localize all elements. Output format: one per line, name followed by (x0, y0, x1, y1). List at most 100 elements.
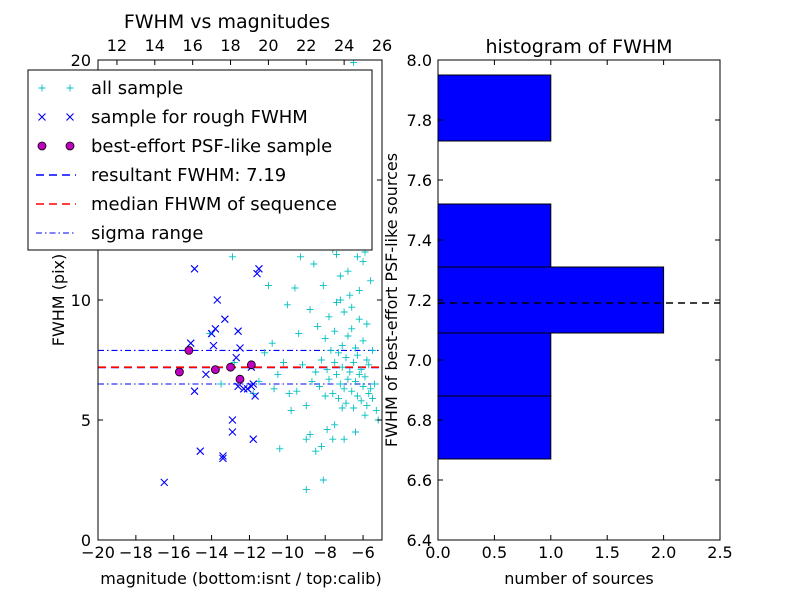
y-tick-label: 6.6 (407, 471, 432, 490)
rough-fwhm-point (239, 384, 248, 393)
all-sample-point (291, 284, 299, 292)
all-sample-point (319, 476, 327, 484)
x-tick-label: −6 (351, 543, 375, 562)
all-sample-point (359, 258, 367, 266)
all-sample-point (336, 296, 344, 304)
scatter-y-axis-label: FWHM (pix) (49, 254, 68, 347)
all-sample-point (353, 351, 361, 359)
all-sample-point (329, 390, 337, 398)
y-tick-label: 6.8 (407, 411, 432, 430)
y-tick-label: 7.2 (407, 291, 432, 310)
all-sample-point (370, 380, 378, 388)
x-tick-label: 1.5 (594, 543, 619, 562)
rough-fwhm-point (196, 447, 205, 456)
all-sample-point (369, 346, 377, 354)
histogram-chart: 0.0 0.5 1.0 1.5 2.0 2.5 6.4 6.6 6.8 7.0 7.2 7.4 7.6 7… (382, 36, 733, 588)
all-sample-point (365, 390, 373, 398)
all-sample-point (359, 382, 367, 390)
all-sample-point (217, 380, 225, 388)
all-sample-point (261, 349, 269, 357)
y-tick-label: 6.4 (407, 531, 432, 550)
all-sample-point (348, 325, 356, 333)
all-sample-point (316, 382, 324, 390)
legend-label: median FHWM of sequence (91, 194, 337, 215)
psf-like-point (210, 365, 220, 375)
all-sample-point (338, 342, 346, 350)
y-tick-label: 5 (81, 411, 91, 430)
all-sample-point (342, 354, 350, 362)
all-sample-point (346, 368, 354, 376)
top-tick-label: 14 (145, 36, 165, 55)
all-sample-point (333, 250, 341, 258)
x-tick-label: 0.5 (482, 543, 507, 562)
all-sample-point (317, 442, 325, 450)
y-tick-label: 7.0 (407, 351, 432, 370)
rough-fwhm-point (211, 324, 220, 333)
rough-fwhm-point (234, 382, 242, 391)
rough-fwhm-point (251, 392, 260, 400)
all-sample-point (369, 394, 377, 402)
y-tick-label: 7.4 (407, 231, 432, 250)
all-sample-point (325, 313, 333, 321)
all-sample-point (283, 301, 291, 309)
all-sample-point (327, 346, 335, 354)
all-sample-point (367, 277, 375, 285)
all-sample-point (363, 402, 371, 410)
all-sample-point (228, 253, 236, 261)
all-sample-point (314, 322, 322, 330)
all-sample-point (365, 361, 373, 369)
all-sample-point (361, 411, 369, 419)
all-sample-point (274, 370, 282, 378)
all-sample-point (285, 390, 293, 398)
psf-like-point (235, 374, 245, 384)
all-sample-point (312, 368, 320, 376)
all-sample-point (338, 404, 346, 412)
rough-fwhm-point (255, 264, 263, 273)
all-sample-point (264, 282, 272, 290)
all-sample-point (351, 378, 359, 386)
all-sample-point (268, 339, 276, 347)
all-sample-point (302, 435, 310, 443)
x-tick-label: −16 (157, 543, 191, 562)
top-tick-label: 16 (182, 36, 202, 55)
all-sample-point (357, 397, 365, 405)
all-sample-point (357, 366, 365, 374)
all-sample-point (297, 253, 305, 261)
rough-fwhm-point (219, 452, 227, 460)
x-tick-label: 2.5 (707, 543, 732, 562)
rough-fwhm-point (202, 370, 210, 379)
all-sample-point (351, 344, 359, 352)
all-sample-point (331, 421, 339, 429)
histogram-bar (437, 266, 665, 334)
top-tick-label: 12 (107, 36, 127, 55)
rough-fwhm-point (253, 269, 261, 278)
rough-fwhm-point (207, 329, 216, 338)
rough-fwhm-point (186, 339, 195, 348)
all-sample-point (293, 387, 301, 395)
x-tick-label: −10 (270, 543, 304, 562)
legend-plus-marker (38, 84, 46, 92)
scatter-chart: −20 −18 −16 −14 −12 −10 −8 −6 12 14 16 18 20 22 24 26 0 5… (27, 11, 392, 588)
histogram-title: histogram of FWHM (485, 36, 672, 58)
all-sample-point (344, 375, 352, 383)
all-sample-point (353, 253, 361, 261)
legend-label: best-effort PSF-like sample (91, 136, 332, 157)
rough-fwhm-point (213, 296, 222, 304)
top-tick-label: 18 (220, 36, 240, 55)
all-sample-point (355, 370, 363, 378)
all-sample-point (351, 428, 359, 436)
all-sample-point (325, 375, 333, 383)
all-sample-point (302, 486, 310, 494)
rough-fwhm-point (232, 353, 241, 362)
top-tick-label: 26 (372, 36, 392, 55)
all-sample-point (353, 392, 361, 400)
all-sample-point (333, 298, 341, 306)
scatter-legend: all sample sample for rough FWHM best-effo… (27, 69, 373, 251)
histogram-bar (437, 332, 552, 397)
x-tick-label: −14 (195, 543, 229, 562)
all-sample-point (355, 286, 363, 294)
psf-like-point (246, 360, 256, 370)
all-sample-point (295, 330, 303, 338)
